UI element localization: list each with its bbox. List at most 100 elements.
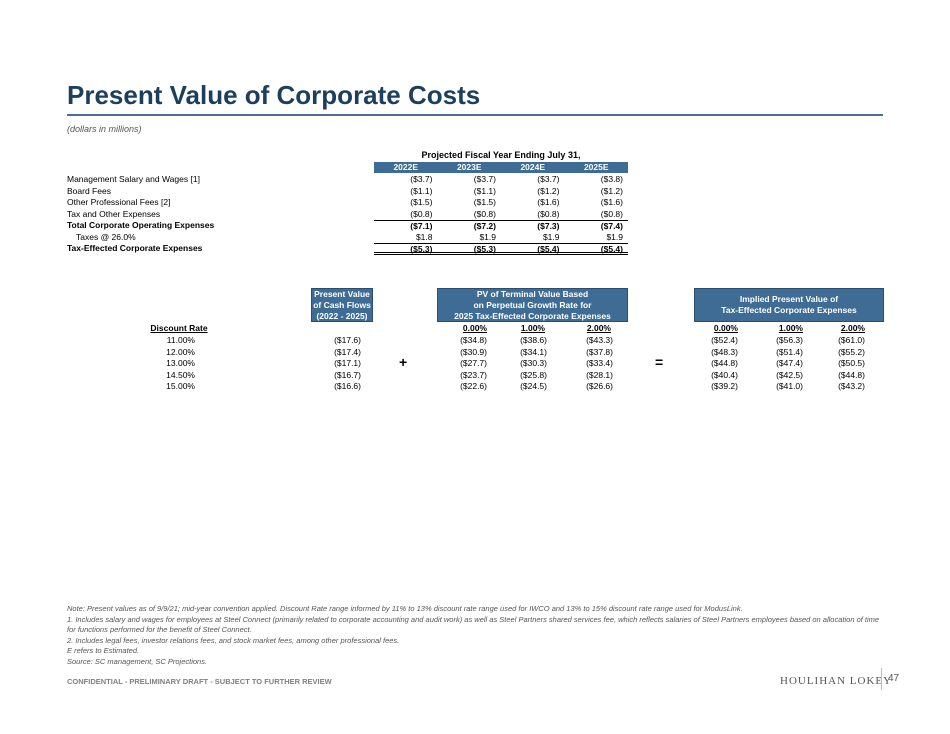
cell: ($5.3) <box>410 244 433 254</box>
terminal-value-header: PV of Terminal Value Based on Perpetual … <box>437 288 628 322</box>
tv-column: ($38.6) ($34.1) ($30.3) ($25.8) ($24.5) <box>497 335 547 393</box>
cell: ($33.4) <box>586 358 613 368</box>
year-label: 2024E <box>520 162 546 172</box>
cell: 11.00% <box>166 335 195 345</box>
row-label: Management Salary and Wages [1] <box>67 174 200 184</box>
footer-divider <box>881 668 882 690</box>
cell: ($44.8) <box>711 358 738 368</box>
cell: ($16.7) <box>334 369 361 380</box>
table-row: Management Salary and Wages [1] ($3.7) ($… <box>67 174 628 186</box>
cell: ($40.4) <box>711 369 738 380</box>
total-row: Total Corporate Operating Expenses ($7.1… <box>67 220 628 232</box>
cell: ($23.7) <box>460 369 487 380</box>
cell: ($17.1) <box>334 358 361 368</box>
growth-rate-header: 1.00% <box>520 323 545 333</box>
cell: ($38.6) <box>520 335 547 345</box>
cell: ($0.8) <box>600 208 623 219</box>
cell: ($47.4) <box>776 358 803 368</box>
cell: ($5.4) <box>600 244 623 254</box>
row-label: Board Fees <box>67 185 111 196</box>
cell: ($34.8) <box>460 335 487 345</box>
footnote: 1. Includes salary and wages for employe… <box>67 614 880 635</box>
ipv-column: ($61.0) ($55.2) ($50.5) ($44.8) ($43.2) <box>815 335 865 393</box>
row-label: Tax-Effected Corporate Expenses <box>67 243 203 253</box>
pv-column: ($17.6) ($17.4) ($17.1) ($16.7) ($16.6) <box>311 335 361 393</box>
cell: ($56.3) <box>776 335 803 345</box>
year-header-bar: 2022E 2023E 2024E 2025E <box>374 162 628 173</box>
cell: ($27.7) <box>460 358 487 368</box>
cell: ($1.5) <box>410 197 433 207</box>
cell: 15.00% <box>166 381 195 391</box>
cell: ($17.4) <box>334 346 361 357</box>
cell: ($0.8) <box>537 208 560 219</box>
row-label: Tax and Other Expenses <box>67 208 161 219</box>
confidential-footer: CONFIDENTIAL - PRELIMINARY DRAFT - SUBJE… <box>67 677 332 686</box>
cell: ($5.3) <box>473 244 496 254</box>
title-divider <box>67 114 883 116</box>
cell: $1.9 <box>606 231 623 242</box>
implied-pv-header: Implied Present Value of Tax-Effected Co… <box>694 288 884 322</box>
cell: $1.9 <box>479 231 496 242</box>
growth-rate-header: 0.00% <box>462 323 487 333</box>
discount-rate-column: 11.00% 12.00% 13.00% 14.50% 15.00% <box>147 335 195 393</box>
footnote: Source: SC management, SC Projections. <box>67 656 208 666</box>
cell: ($1.2) <box>600 185 623 196</box>
cell: ($55.2) <box>838 346 865 357</box>
page-title: Present Value of Corporate Costs <box>67 80 481 110</box>
cell: ($48.3) <box>711 346 738 357</box>
cell: ($0.8) <box>473 208 496 219</box>
cell: 14.50% <box>166 369 195 380</box>
table-row: Tax and Other Expenses ($0.8) ($0.8) ($0.8… <box>67 209 628 221</box>
cell: ($3.7) <box>537 174 560 184</box>
cell: ($25.8) <box>520 369 547 380</box>
tv-column: ($34.8) ($30.9) ($27.7) ($23.7) ($22.6) <box>437 335 487 393</box>
cell: ($22.6) <box>460 381 487 391</box>
year-label: 2025E <box>583 162 609 172</box>
cell: ($24.5) <box>520 381 547 391</box>
cell: ($50.5) <box>838 358 865 368</box>
cell: $1.8 <box>415 231 433 242</box>
growth-rate-header: 1.00% <box>778 323 803 333</box>
cell: ($39.2) <box>711 381 738 391</box>
cell: ($1.2) <box>537 185 560 196</box>
footnote: Note: Present values as of 9/9/21; mid-y… <box>67 604 743 613</box>
cell: 12.00% <box>166 346 195 357</box>
header-line: Present Value <box>314 289 370 299</box>
footnote: E refers to Estimated. <box>67 646 140 655</box>
header-line: Implied Present Value of <box>739 294 839 304</box>
cell: ($1.6) <box>600 197 623 207</box>
header-line: of Cash Flows <box>313 300 371 310</box>
cell: ($17.6) <box>334 335 361 345</box>
total-row: Tax-Effected Corporate Expenses ($5.3) ($… <box>67 243 628 255</box>
plus-sign: + <box>399 354 408 370</box>
cell: ($61.0) <box>838 335 865 345</box>
ipv-column: ($56.3) ($51.4) ($47.4) ($42.5) ($41.0) <box>753 335 803 393</box>
equals-sign: = <box>655 354 664 370</box>
discount-rate-header: Discount Rate <box>150 323 208 333</box>
table-row: Board Fees ($1.1) ($1.1) ($1.2) ($1.2) <box>67 186 628 198</box>
ipv-column: ($52.4) ($48.3) ($44.8) ($40.4) ($39.2) <box>688 335 738 393</box>
growth-rate-header: 0.00% <box>713 323 738 333</box>
cell: ($41.0) <box>776 381 803 391</box>
cell: ($7.3) <box>537 221 560 231</box>
cell: ($1.1) <box>410 185 433 196</box>
year-label: 2023E <box>456 162 482 172</box>
row-label: Total Corporate Operating Expenses <box>67 220 215 230</box>
cell: ($42.5) <box>776 369 803 380</box>
cell: 13.00% <box>166 358 195 368</box>
row-label: Other Professional Fees [2] <box>67 197 171 207</box>
cell: ($7.4) <box>600 221 623 231</box>
header-line: (2022 - 2025) <box>316 311 368 321</box>
cell: ($5.4) <box>537 244 560 254</box>
cell: ($7.2) <box>473 221 496 231</box>
cell: ($43.2) <box>838 381 865 391</box>
growth-rate-header: 2.00% <box>840 323 865 333</box>
header-line: Tax-Effected Corporate Expenses <box>721 305 857 315</box>
cell: ($3.7) <box>410 174 433 184</box>
table-row: Taxes @ 26.0% $1.8 $1.9 $1.9 $1.9 <box>67 232 628 244</box>
cell: ($1.6) <box>537 197 560 207</box>
cell: ($43.3) <box>586 335 613 345</box>
units-subtitle: (dollars in millions) <box>67 124 142 134</box>
footnotes: Note: Present values as of 9/9/21; mid-y… <box>67 604 882 667</box>
header-line: on Perpetual Growth Rate for <box>473 300 592 310</box>
